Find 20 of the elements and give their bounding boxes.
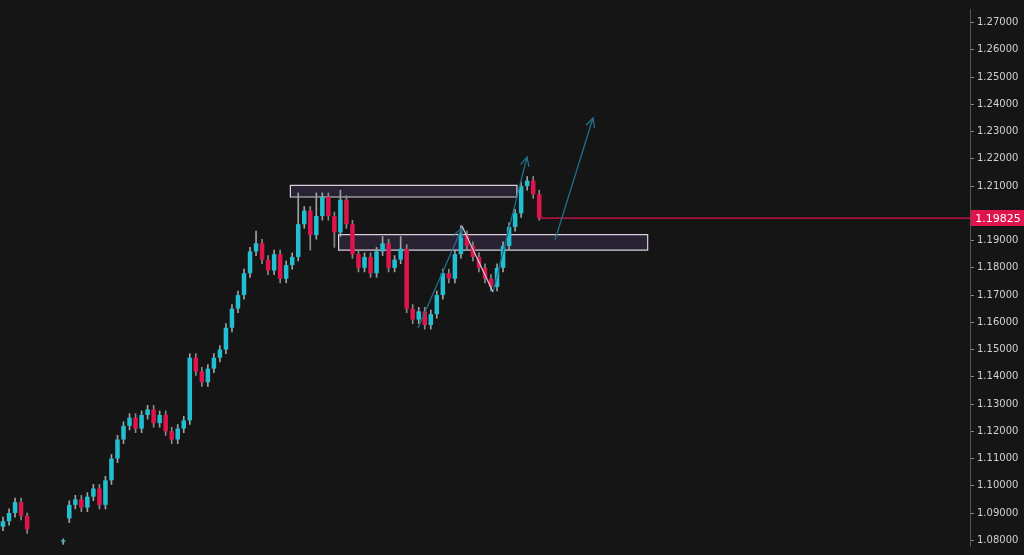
y-tick-label: 1.10000 [977, 479, 1019, 491]
y-tick-label: 1.08000 [977, 533, 1019, 545]
y-tick-label: 1.19000 [977, 234, 1019, 246]
y-tick-label: 1.27000 [977, 16, 1019, 28]
y-tick-label: 1.18000 [977, 261, 1019, 273]
y-tick-label: 1.16000 [977, 315, 1019, 327]
y-tick-label: 1.24000 [977, 97, 1019, 109]
y-tick-label: 1.17000 [977, 288, 1019, 300]
y-tick-label: 1.12000 [977, 424, 1019, 436]
y-tick-label: 1.23000 [977, 125, 1019, 137]
ref-line-label: 1.19825 [975, 211, 1021, 225]
y-tick-label: 1.09000 [977, 506, 1019, 518]
y-tick-label: 1.21000 [977, 179, 1019, 191]
y-tick-label: 1.15000 [977, 343, 1019, 355]
y-tick-label: 1.13000 [977, 397, 1019, 409]
y-tick-label: 1.26000 [977, 43, 1019, 55]
y-tick-label: 1.25000 [977, 70, 1019, 82]
y-tick-label: 1.11000 [977, 452, 1019, 464]
y-tick-label: 1.22000 [977, 152, 1019, 164]
y-tick-label: 1.14000 [977, 370, 1019, 382]
